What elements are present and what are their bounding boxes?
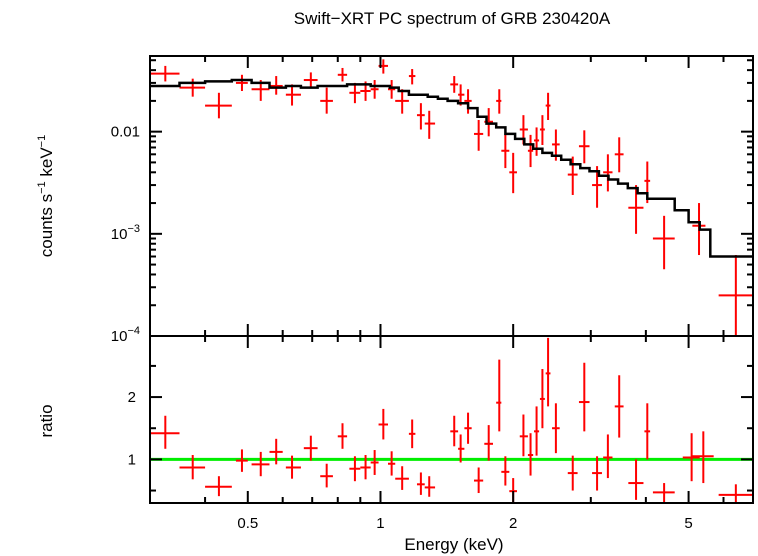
spectrum-data-point: [592, 166, 602, 208]
spectrum-data-point: [150, 65, 180, 82]
spectrum-data-point: [303, 72, 318, 88]
ratio-data-point: [320, 463, 333, 488]
spectrum-data-point: [603, 154, 613, 192]
ratio-data-point: [474, 467, 484, 494]
ratio-data-point: [692, 431, 714, 484]
ratio-data-point: [337, 423, 348, 449]
spectrum-data-point: [539, 115, 545, 146]
spectrum-data-point: [395, 89, 409, 114]
ratio-data-point: [235, 449, 248, 472]
ratio-data-point: [501, 456, 510, 486]
spectrum-data-point: [450, 76, 459, 93]
ratio-frame: [149, 335, 754, 504]
ratio-data-point: [464, 412, 472, 444]
ratio-panel: [150, 337, 753, 503]
ratio-data-point: [349, 456, 361, 482]
ratio-data-point: [539, 369, 545, 429]
ratio-data-point: [718, 484, 753, 503]
y-tick-label: 2: [128, 389, 136, 406]
spectrum-data-point: [718, 255, 753, 336]
y-axis-label-ratio: ratio: [37, 404, 56, 437]
y-tick-label: 10−3: [111, 223, 140, 243]
ratio-data-point: [285, 455, 301, 479]
spectrum-data-point: [527, 134, 534, 168]
spectrum-data-point: [179, 78, 206, 97]
ratio-data-point: [251, 451, 270, 477]
ratio-data-point: [496, 359, 502, 432]
spectrum-data-point: [269, 76, 283, 95]
ratio-data-point: [527, 433, 534, 476]
ratio-data-point: [614, 375, 624, 438]
spectrum-data-point: [628, 185, 644, 234]
y-tick-label: 10−4: [111, 325, 140, 345]
spectrum-data-point: [235, 74, 248, 91]
spectrum-data-point: [509, 152, 517, 194]
x-tick-label: 5: [684, 515, 692, 532]
x-axis-label: Energy (keV): [404, 535, 503, 554]
spectrum-data-point: [464, 89, 472, 114]
spectrum-data-point: [614, 137, 624, 173]
x-tick-label: 2: [509, 515, 517, 532]
spectrum-data-point: [424, 110, 436, 139]
ratio-data-point: [552, 403, 560, 454]
ratio-data-point: [303, 435, 318, 461]
ratio-data-point: [545, 337, 551, 407]
ratio-data-point: [179, 455, 206, 480]
spectrum-data-point: [370, 80, 379, 99]
model-step-line: [150, 78, 753, 258]
spectrum-data-point: [205, 92, 232, 119]
spectrum-data-point: [285, 84, 301, 106]
spectrum-frame: [149, 55, 754, 337]
spectrum-data-point: [567, 156, 578, 195]
ratio-data-point: [150, 415, 180, 449]
ratio-data-point: [205, 476, 232, 497]
ratio-data-point: [424, 476, 436, 497]
y-axis-label-spectrum: counts s−1 keV−1: [36, 135, 56, 257]
ratio-data-point: [682, 433, 700, 482]
spectrum-data-point: [545, 92, 551, 121]
spectrum-data-point: [652, 215, 675, 270]
spectrum-data-point: [320, 87, 333, 114]
ratio-data-point: [484, 425, 494, 461]
x-tick-label: 0.5: [237, 515, 258, 532]
ratio-data-point: [360, 455, 371, 480]
ratio-data-point: [592, 456, 602, 491]
ratio-data-point: [387, 451, 396, 476]
ratio-data-point: [416, 472, 425, 495]
spectrum-data-point: [416, 103, 425, 130]
spectrum-data-point: [349, 82, 361, 104]
y-tick-label: 0.01: [111, 124, 140, 141]
spectrum-data-point: [496, 89, 502, 114]
ratio-data-point: [370, 450, 379, 475]
ratio-data-point: [378, 408, 388, 440]
spectrum-data-point: [387, 80, 396, 99]
ratio-data-point: [652, 483, 675, 503]
spectrum-data-point: [474, 120, 484, 151]
chart-title: Swift−XRT PC spectrum of GRB 230420A: [294, 9, 611, 28]
spectrum-data-point: [408, 69, 416, 85]
ratio-data-point: [269, 438, 283, 465]
ratio-data-point: [603, 434, 613, 479]
spectrum-data-point: [337, 67, 348, 82]
spectrum-data-point: [501, 133, 510, 169]
ratio-data-point: [567, 455, 578, 491]
ratio-data-point: [644, 403, 651, 460]
spectrum-data-point: [534, 127, 540, 156]
ratio-data-point: [534, 406, 540, 456]
spectrum-data-point: [578, 130, 590, 164]
ratio-data-point: [519, 414, 528, 457]
axes: 0.5 1 2 5 0.01 10−3 10−4 1 2: [111, 55, 754, 532]
ratio-data-point: [578, 362, 590, 432]
ratio-data-point: [628, 459, 644, 500]
spectrum-panel: [150, 59, 753, 336]
ratio-data-point: [408, 419, 416, 449]
ratio-data-point: [458, 434, 465, 463]
ratio-data-point: [395, 466, 409, 490]
y-tick-label: 1: [128, 451, 136, 468]
ratio-data-point: [450, 415, 459, 447]
x-tick-label: 1: [376, 515, 384, 532]
